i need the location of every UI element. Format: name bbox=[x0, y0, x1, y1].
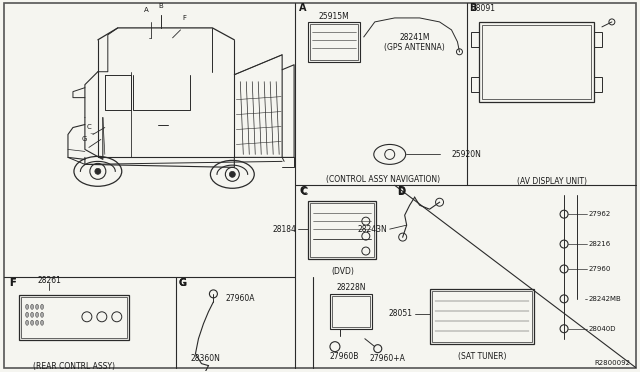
Bar bbox=[429, 289, 534, 344]
Circle shape bbox=[560, 295, 568, 303]
Text: A: A bbox=[144, 7, 148, 13]
Ellipse shape bbox=[26, 304, 29, 309]
Bar bbox=[332, 296, 370, 327]
Text: 27960+A: 27960+A bbox=[370, 354, 406, 363]
Text: 28241M: 28241M bbox=[399, 33, 430, 42]
Text: 28228N: 28228N bbox=[336, 283, 365, 292]
Circle shape bbox=[95, 169, 101, 174]
Text: 28242MB: 28242MB bbox=[589, 296, 621, 302]
Text: R2800092: R2800092 bbox=[595, 360, 631, 366]
Ellipse shape bbox=[36, 312, 38, 317]
Circle shape bbox=[362, 247, 370, 255]
Text: F: F bbox=[9, 278, 16, 288]
Circle shape bbox=[97, 312, 107, 322]
Circle shape bbox=[209, 290, 218, 298]
Text: F: F bbox=[182, 15, 186, 21]
Circle shape bbox=[374, 345, 382, 353]
Bar bbox=[594, 32, 602, 47]
Text: 28040D: 28040D bbox=[589, 326, 616, 332]
Circle shape bbox=[436, 198, 444, 206]
Bar bbox=[594, 77, 602, 92]
Ellipse shape bbox=[40, 320, 44, 325]
Circle shape bbox=[560, 325, 568, 333]
Text: (AV DISPLAY UNIT): (AV DISPLAY UNIT) bbox=[517, 177, 587, 186]
Text: B: B bbox=[469, 3, 477, 13]
Bar bbox=[472, 77, 479, 92]
Bar bbox=[483, 25, 591, 99]
Bar bbox=[310, 24, 358, 60]
Circle shape bbox=[456, 49, 463, 55]
Text: (CONTROL ASSY NAVIGATION): (CONTROL ASSY NAVIGATION) bbox=[326, 175, 440, 184]
Ellipse shape bbox=[40, 304, 44, 309]
Bar bbox=[330, 294, 372, 329]
Ellipse shape bbox=[31, 312, 33, 317]
Text: F: F bbox=[9, 278, 16, 288]
Text: 28184: 28184 bbox=[272, 225, 296, 234]
Circle shape bbox=[362, 217, 370, 225]
Text: (GPS ANTENNA): (GPS ANTENNA) bbox=[384, 43, 445, 52]
Circle shape bbox=[560, 265, 568, 273]
Text: D: D bbox=[397, 186, 404, 196]
Circle shape bbox=[362, 232, 370, 240]
Bar bbox=[479, 22, 594, 102]
Ellipse shape bbox=[26, 312, 29, 317]
Text: C: C bbox=[299, 186, 307, 196]
Text: (DVD): (DVD) bbox=[332, 267, 355, 276]
Text: G: G bbox=[179, 278, 186, 288]
Text: (SAT TUNER): (SAT TUNER) bbox=[458, 352, 507, 361]
Circle shape bbox=[385, 150, 395, 159]
Circle shape bbox=[225, 167, 239, 181]
Circle shape bbox=[112, 312, 122, 322]
Text: 27960A: 27960A bbox=[225, 294, 255, 303]
Circle shape bbox=[330, 342, 340, 352]
Text: 28051: 28051 bbox=[388, 309, 413, 318]
Text: 28243N: 28243N bbox=[358, 225, 388, 234]
Circle shape bbox=[82, 312, 92, 322]
Ellipse shape bbox=[36, 304, 38, 309]
Text: 25915M: 25915M bbox=[319, 12, 349, 22]
Ellipse shape bbox=[36, 320, 38, 325]
Bar bbox=[308, 201, 376, 259]
Text: 27960: 27960 bbox=[589, 266, 611, 272]
Text: 28360N: 28360N bbox=[191, 354, 220, 363]
Bar bbox=[308, 22, 360, 62]
Bar bbox=[472, 32, 479, 47]
Text: C: C bbox=[300, 187, 307, 197]
Text: 27960B: 27960B bbox=[330, 352, 359, 361]
Text: 28261: 28261 bbox=[37, 276, 61, 285]
Bar bbox=[431, 291, 532, 342]
Circle shape bbox=[399, 233, 406, 241]
Ellipse shape bbox=[26, 320, 29, 325]
Circle shape bbox=[560, 210, 568, 218]
Text: (REAR CONTRL ASSY): (REAR CONTRL ASSY) bbox=[33, 362, 115, 371]
Text: C: C bbox=[86, 124, 91, 129]
Text: D: D bbox=[397, 187, 404, 197]
Bar bbox=[310, 203, 374, 257]
Circle shape bbox=[90, 163, 106, 179]
Text: 28216: 28216 bbox=[589, 241, 611, 247]
Text: 28091: 28091 bbox=[472, 4, 495, 13]
Text: 25920N: 25920N bbox=[451, 150, 481, 159]
Circle shape bbox=[229, 171, 236, 177]
Ellipse shape bbox=[31, 304, 33, 309]
Bar bbox=[19, 295, 129, 340]
Circle shape bbox=[560, 240, 568, 248]
Text: A: A bbox=[299, 3, 307, 13]
Text: B: B bbox=[158, 3, 163, 9]
Text: G: G bbox=[81, 137, 87, 142]
Text: G: G bbox=[179, 278, 186, 288]
Text: ~: ~ bbox=[90, 131, 94, 136]
Bar bbox=[21, 297, 127, 338]
Ellipse shape bbox=[31, 320, 33, 325]
Text: 27962: 27962 bbox=[589, 211, 611, 217]
Ellipse shape bbox=[40, 312, 44, 317]
